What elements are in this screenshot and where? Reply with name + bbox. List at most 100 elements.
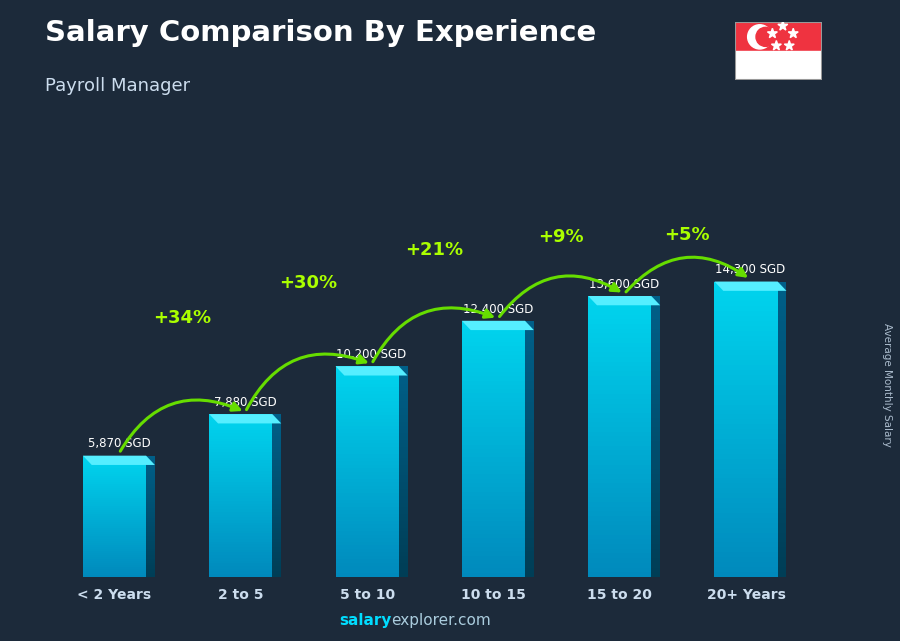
Bar <box>462 504 525 508</box>
Bar <box>525 530 534 534</box>
Bar <box>146 540 155 542</box>
Bar <box>399 574 408 577</box>
Bar <box>589 404 652 408</box>
Bar <box>589 502 652 506</box>
Bar <box>399 437 408 440</box>
Bar <box>525 333 534 338</box>
Bar <box>525 569 534 572</box>
Bar <box>146 556 155 559</box>
Bar <box>146 549 155 551</box>
Bar <box>209 447 273 449</box>
Bar <box>589 315 652 319</box>
Bar <box>336 524 399 528</box>
Bar <box>525 394 534 397</box>
Bar <box>652 530 661 535</box>
Bar <box>146 551 155 553</box>
Bar <box>336 479 399 482</box>
Bar <box>399 489 408 493</box>
Bar <box>399 444 408 447</box>
Bar <box>589 540 652 544</box>
Bar <box>146 486 155 488</box>
Bar <box>462 385 525 389</box>
Bar <box>83 456 146 458</box>
Bar <box>146 565 155 567</box>
Bar <box>652 347 661 352</box>
Bar <box>336 366 399 370</box>
Bar <box>589 460 652 465</box>
Bar <box>399 366 408 370</box>
Bar <box>399 535 408 538</box>
Bar <box>462 543 525 547</box>
Bar <box>589 530 652 535</box>
Bar <box>336 458 399 461</box>
Bar <box>336 528 399 531</box>
Bar <box>778 547 787 553</box>
FancyArrowPatch shape <box>121 400 239 451</box>
Text: +34%: +34% <box>153 310 211 328</box>
Bar <box>778 390 787 395</box>
Bar <box>652 516 661 520</box>
Bar <box>525 517 534 521</box>
Bar <box>146 460 155 462</box>
Bar <box>83 472 146 474</box>
Bar <box>146 559 155 561</box>
Bar <box>336 574 399 577</box>
Bar <box>209 520 273 522</box>
Bar <box>525 504 534 508</box>
Bar <box>83 520 146 522</box>
Bar <box>83 537 146 538</box>
Bar <box>652 305 661 310</box>
Bar <box>146 506 155 508</box>
Bar <box>83 522 146 524</box>
Bar <box>146 553 155 554</box>
Bar <box>146 462 155 463</box>
Bar <box>525 342 534 346</box>
Bar <box>399 496 408 499</box>
Bar <box>336 496 399 499</box>
Bar <box>589 408 652 413</box>
Bar <box>715 434 778 439</box>
Bar <box>589 520 652 526</box>
Bar <box>83 551 146 553</box>
Bar <box>399 429 408 433</box>
Bar <box>273 471 281 474</box>
Bar <box>273 485 281 487</box>
Bar <box>715 355 778 360</box>
Bar <box>336 408 399 412</box>
Bar <box>83 561 146 563</box>
Bar <box>273 501 281 504</box>
Bar <box>778 365 787 370</box>
Text: 14,300 SGD: 14,300 SGD <box>716 263 786 276</box>
Bar <box>273 504 281 506</box>
Bar <box>462 445 525 449</box>
Bar <box>778 281 787 287</box>
Bar <box>83 556 146 559</box>
Bar <box>715 523 778 528</box>
Bar <box>273 531 281 533</box>
Bar <box>146 520 155 522</box>
Bar <box>83 486 146 488</box>
Bar <box>589 343 652 347</box>
Bar <box>462 500 525 504</box>
Polygon shape <box>83 456 155 465</box>
Bar <box>399 394 408 398</box>
Bar <box>146 456 155 458</box>
Bar <box>273 444 281 447</box>
Bar <box>652 376 661 380</box>
Bar <box>83 526 146 528</box>
Bar <box>589 506 652 512</box>
Bar <box>273 493 281 495</box>
Bar <box>336 553 399 556</box>
Bar <box>146 554 155 556</box>
Bar <box>399 482 408 486</box>
Bar <box>146 569 155 571</box>
Bar <box>462 351 525 355</box>
Bar <box>336 451 399 454</box>
Bar <box>83 458 146 460</box>
Bar <box>399 398 408 401</box>
Bar <box>652 319 661 324</box>
Bar <box>589 553 652 558</box>
Bar <box>209 572 273 574</box>
Bar <box>715 488 778 493</box>
Bar <box>336 465 399 468</box>
